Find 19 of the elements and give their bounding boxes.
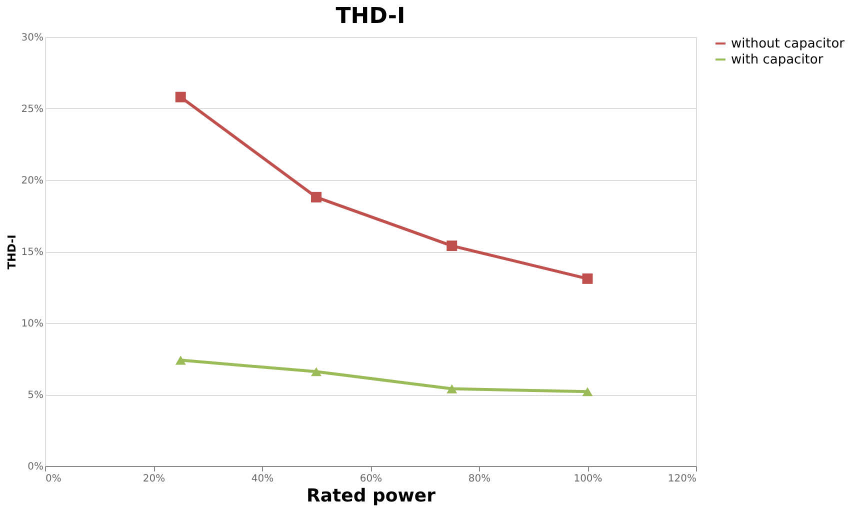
x-tick-label: 0%: [46, 474, 62, 484]
x-axis-title: Rated power: [306, 486, 436, 506]
x-tick-label: 60%: [360, 474, 382, 484]
chart-title: THD-I: [336, 4, 406, 29]
y-tick-label: 10%: [21, 318, 44, 330]
y-tick-label: 5%: [28, 390, 44, 401]
y-axis-title: THD-I: [5, 234, 18, 270]
y-tick-label: 25%: [21, 104, 44, 115]
x-tick-label: 20%: [142, 474, 166, 484]
x-tick-label: 80%: [468, 474, 491, 484]
y-tick-label: 0%: [28, 462, 44, 472]
legend-label: without capacitor: [731, 36, 846, 52]
x-tick-label: 100%: [574, 474, 602, 484]
x-tick-label: 40%: [251, 474, 274, 484]
y-tick-label: 30%: [21, 32, 44, 44]
y-tick-label: 20%: [21, 176, 44, 186]
x-tick-label: 120%: [668, 474, 696, 484]
legend-label: with capacitor: [731, 52, 824, 68]
y-tick-label: 15%: [21, 247, 44, 258]
